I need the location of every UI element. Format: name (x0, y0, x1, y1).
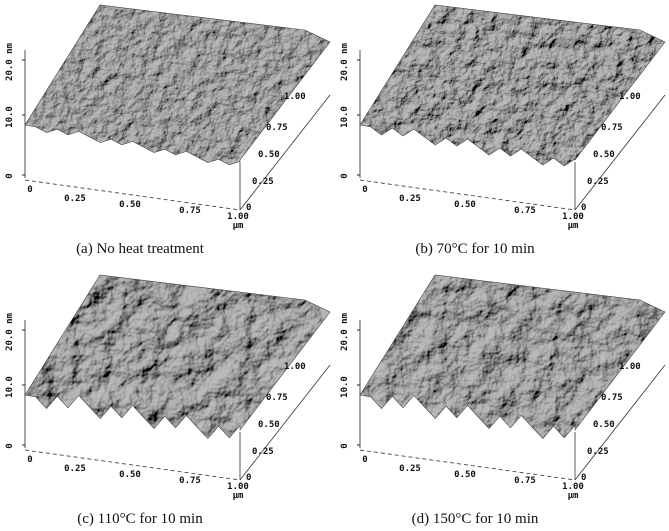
z-tick-label: 0 (340, 443, 350, 448)
x-unit: µm (233, 221, 244, 231)
x-tick-label: 0.75 (179, 476, 201, 486)
x-tick-label: 0 (362, 455, 367, 465)
x-tick-label: 0 (27, 185, 32, 195)
y-tick-label: 1.00 (284, 92, 306, 102)
x-tick-label: 0.75 (514, 476, 536, 486)
y-tick-label: 0.50 (258, 420, 280, 430)
y-tick-label: 0.25 (252, 447, 274, 457)
x-tick-label: 0.50 (119, 200, 141, 210)
y-tick-label: 1.00 (284, 362, 306, 372)
z-tick-label: 20.0 nm (340, 42, 350, 81)
x-tick-label: 0.75 (514, 206, 536, 216)
x-unit: µm (568, 491, 579, 501)
caption: (a) No heat treatment (76, 241, 205, 257)
y-tick-label: 0.50 (593, 420, 615, 430)
x-unit: µm (233, 491, 244, 501)
z-tick-label: 0 (5, 443, 15, 448)
y-tick-label: 0.50 (258, 150, 280, 160)
panel: 20.0 nm10.0000.250.500.751.00µm00.250.50… (5, 5, 330, 257)
z-tick-label: 20.0 nm (5, 42, 15, 81)
surface (360, 275, 665, 439)
panel: 20.0 nm10.0000.250.500.751.00µm00.250.50… (340, 5, 665, 257)
surface (25, 275, 330, 439)
y-tick-label: 1.00 (619, 92, 641, 102)
x-tick-label: 0 (362, 185, 367, 195)
z-tick-label: 0 (340, 173, 350, 178)
caption: (d) 150°C for 10 min (412, 511, 539, 527)
x-tick-label: 0.25 (399, 464, 421, 474)
y-tick-label: 0.75 (266, 393, 288, 403)
y-tick-label: 0.25 (587, 447, 609, 457)
y-tick-label: 0 (581, 203, 586, 213)
z-tick-label: 10.0 (5, 376, 15, 398)
x-tick-label: 0 (27, 455, 32, 465)
z-tick-label: 10.0 (5, 106, 15, 128)
x-tick-label: 0.25 (64, 194, 86, 204)
y-tick-label: 0 (246, 473, 251, 483)
panel: 20.0 nm10.0000.250.500.751.00µm00.250.50… (5, 275, 330, 527)
y-tick-label: 0.25 (587, 177, 609, 187)
y-tick-label: 0.75 (266, 123, 288, 133)
y-tick-label: 0.75 (601, 123, 623, 133)
y-tick-label: 0 (581, 473, 586, 483)
y-tick-label: 0.50 (593, 150, 615, 160)
figure: 20.0 nm10.0000.250.500.751.00µm00.250.50… (0, 0, 669, 531)
z-tick-label: 10.0 (340, 106, 350, 128)
x-tick-label: 0.50 (454, 200, 476, 210)
x-tick-label: 0.75 (179, 206, 201, 216)
y-tick-label: 0.75 (601, 393, 623, 403)
y-tick-label: 1.00 (619, 362, 641, 372)
z-tick-label: 20.0 nm (5, 312, 15, 351)
z-tick-label: 20.0 nm (340, 312, 350, 351)
caption: (c) 110°C for 10 min (77, 511, 203, 527)
y-tick-label: 0.25 (252, 177, 274, 187)
z-tick-label: 0 (5, 173, 15, 178)
y-tick-label: 0 (246, 203, 251, 213)
surface (360, 5, 665, 166)
x-tick-label: 0.25 (399, 194, 421, 204)
x-unit: µm (568, 221, 579, 231)
x-tick-label: 0.25 (64, 464, 86, 474)
x-tick-label: 0.50 (454, 470, 476, 480)
x-tick-label: 0.50 (119, 470, 141, 480)
caption: (b) 70°C for 10 min (415, 241, 535, 257)
z-tick-label: 10.0 (340, 376, 350, 398)
surface (25, 5, 330, 165)
panel: 20.0 nm10.0000.250.500.751.00µm00.250.50… (340, 275, 665, 527)
